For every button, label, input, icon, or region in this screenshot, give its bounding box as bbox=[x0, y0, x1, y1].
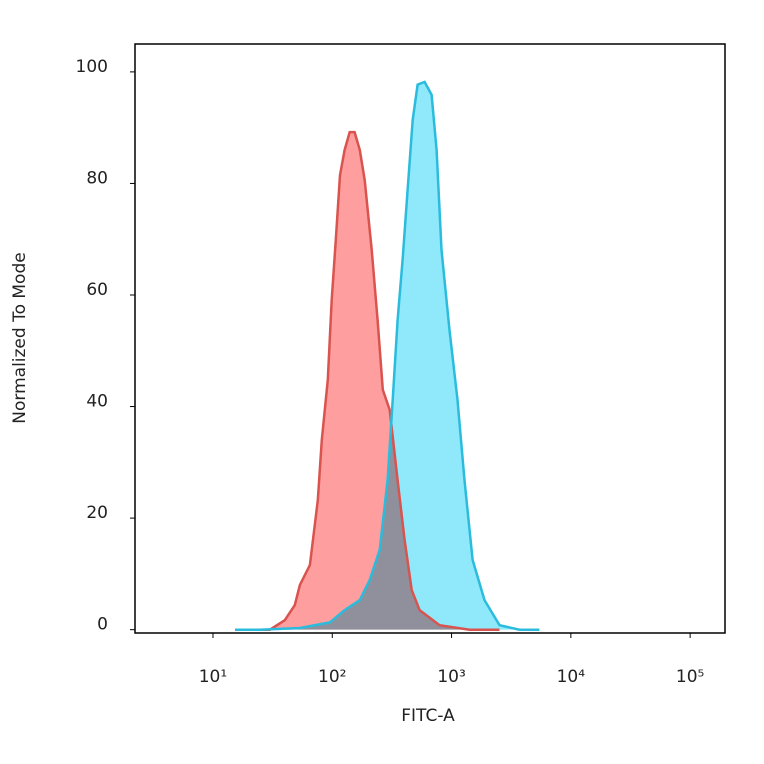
x-tick-label: 10¹ bbox=[199, 667, 227, 687]
histogram-area bbox=[249, 132, 500, 630]
histogram-line bbox=[249, 130, 500, 631]
x-tick-label: 10⁵ bbox=[676, 667, 704, 687]
y-tick-label: 20 bbox=[86, 503, 108, 523]
x-axis-label: FITC-A bbox=[401, 706, 455, 726]
y-tick-label: 80 bbox=[86, 168, 108, 188]
y-tick-label: 60 bbox=[86, 280, 108, 300]
histogram-area bbox=[235, 81, 540, 630]
x-tick-label: 10⁴ bbox=[557, 667, 586, 687]
y-tick-label: 100 bbox=[76, 57, 108, 77]
x-tick-label: 10² bbox=[318, 667, 346, 687]
plot-frame bbox=[134, 43, 726, 634]
histogram-line bbox=[235, 80, 540, 631]
y-tick-label: 0 bbox=[97, 615, 108, 635]
y-tick-label: 40 bbox=[86, 392, 108, 412]
plot-layer bbox=[235, 80, 540, 631]
x-tick-label: 10³ bbox=[437, 667, 465, 687]
y-axis-label: Normalized To Mode bbox=[10, 252, 30, 423]
